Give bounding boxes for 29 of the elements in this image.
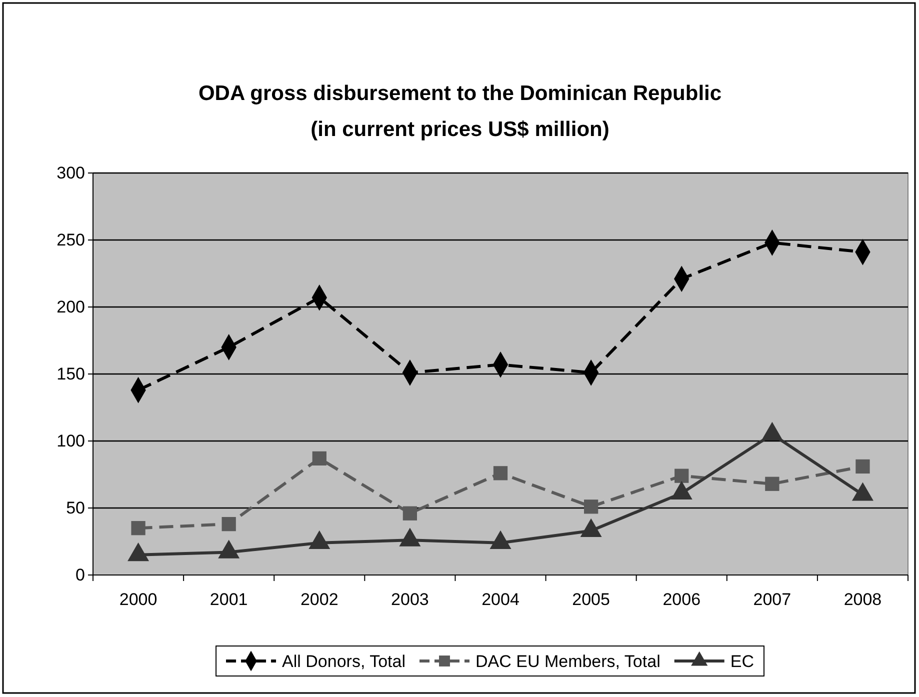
- point: [222, 517, 236, 532]
- x-tick-label: 2007: [753, 590, 792, 610]
- y-tick-label: 100: [56, 431, 85, 450]
- x-tick-label: 2004: [482, 590, 520, 610]
- x-tick-label: 2002: [300, 590, 338, 610]
- x-tick-label: 2001: [210, 590, 248, 610]
- y-tick-label: 300: [56, 163, 85, 182]
- y-tick-label: 250: [56, 230, 85, 250]
- point: [131, 521, 146, 536]
- point: [402, 506, 418, 520]
- x-tick-label: 2000: [119, 590, 158, 610]
- legend-label: DAC EU Members, Total: [475, 652, 660, 671]
- y-tick-label: 50: [66, 498, 85, 518]
- y-tick-label: 0: [76, 565, 85, 584]
- chart-title: ODA gross disbursement to the Dominican Republic (in current prices US$ million): [198, 82, 722, 141]
- point: [584, 500, 598, 514]
- x-tick-label: 2005: [572, 590, 610, 610]
- point: [674, 468, 689, 483]
- y-tick-label: 150: [56, 364, 85, 384]
- point: [765, 476, 780, 491]
- x-tick-label: 2008: [844, 590, 882, 610]
- point: [493, 466, 508, 480]
- x-tick-label: 2003: [391, 590, 429, 610]
- y-tick-label: 200: [56, 297, 85, 316]
- x-tick-label: 2006: [662, 590, 701, 610]
- point: [856, 459, 870, 474]
- legend-label: All Donors, Total: [282, 652, 406, 671]
- point: [312, 451, 326, 466]
- legend-label: EC: [730, 652, 754, 671]
